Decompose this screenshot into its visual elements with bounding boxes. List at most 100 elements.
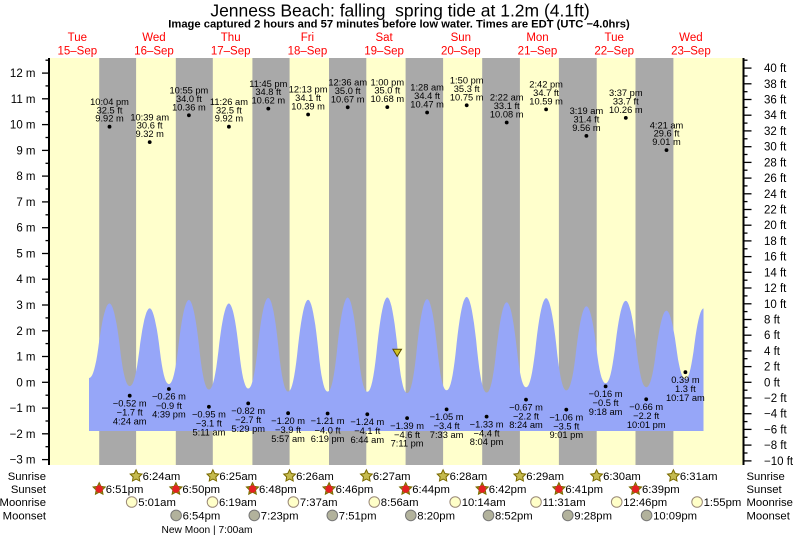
svg-text:1.3 ft: 1.3 ft	[675, 384, 696, 394]
svg-text:−1.21 m: −1.21 m	[311, 416, 345, 426]
svg-text:−0.16 m: −0.16 m	[589, 389, 623, 399]
svg-text:9.56 m: 9.56 m	[572, 123, 601, 133]
svg-text:6:46pm: 6:46pm	[336, 484, 374, 496]
svg-text:2:22 am: 2:22 am	[490, 93, 524, 103]
svg-text:6:27am: 6:27am	[373, 471, 411, 483]
svg-text:1:28 am: 1:28 am	[410, 83, 444, 93]
svg-text:2:42 pm: 2:42 pm	[529, 80, 563, 90]
svg-text:10:14am: 10:14am	[462, 497, 506, 509]
svg-text:Wed: Wed	[679, 32, 702, 44]
svg-text:−4.4 ft: −4.4 ft	[474, 428, 501, 438]
svg-text:−0.66 m: −0.66 m	[629, 402, 663, 412]
svg-text:−2 m: −2 m	[10, 429, 36, 441]
svg-text:1:00 pm: 1:00 pm	[371, 77, 405, 87]
svg-text:35.3 ft: 35.3 ft	[454, 84, 480, 94]
svg-text:30.6 ft: 30.6 ft	[137, 121, 163, 131]
svg-text:6:19 pm: 6:19 pm	[311, 434, 345, 444]
svg-text:31.4 ft: 31.4 ft	[573, 115, 599, 125]
svg-text:Wed: Wed	[142, 32, 165, 44]
svg-text:29.6 ft: 29.6 ft	[654, 129, 680, 139]
svg-text:−2 ft: −2 ft	[764, 393, 788, 405]
svg-text:10.67 m: 10.67 m	[331, 94, 365, 104]
svg-text:40 ft: 40 ft	[764, 63, 787, 75]
svg-text:6:24am: 6:24am	[143, 471, 181, 483]
svg-text:6:26am: 6:26am	[296, 471, 334, 483]
svg-text:−4 ft: −4 ft	[764, 409, 788, 421]
svg-text:22 ft: 22 ft	[764, 205, 787, 217]
svg-text:−10 ft: −10 ft	[764, 456, 793, 468]
svg-text:−1.24 m: −1.24 m	[350, 417, 384, 427]
svg-text:Image captured 2 hours and 57: Image captured 2 hours and 57 minutes be…	[168, 19, 630, 31]
svg-text:11:45 pm: 11:45 pm	[249, 79, 287, 89]
svg-text:10:04 pm: 10:04 pm	[90, 97, 129, 107]
svg-text:9.92 m: 9.92 m	[215, 114, 244, 124]
svg-text:10.59 m: 10.59 m	[529, 96, 563, 106]
svg-text:Sat: Sat	[375, 32, 393, 44]
svg-text:5:11 am: 5:11 am	[192, 427, 225, 437]
svg-text:6:28am: 6:28am	[450, 471, 488, 483]
svg-text:30 ft: 30 ft	[764, 142, 787, 154]
svg-text:12:36 am: 12:36 am	[328, 78, 367, 88]
svg-text:6:29am: 6:29am	[526, 471, 564, 483]
svg-text:−0.5 ft: −0.5 ft	[593, 398, 620, 408]
svg-text:−4.1 ft: −4.1 ft	[354, 426, 381, 436]
svg-text:28 ft: 28 ft	[764, 157, 787, 169]
svg-text:Fri: Fri	[301, 32, 314, 44]
svg-text:−0.52 m: −0.52 m	[113, 398, 147, 408]
svg-text:−4.6 ft: −4.6 ft	[394, 430, 421, 440]
svg-text:6:44 am: 6:44 am	[351, 435, 385, 445]
svg-text:−2.7 ft: −2.7 ft	[235, 415, 262, 425]
svg-text:24 ft: 24 ft	[764, 189, 787, 201]
svg-text:10.62 m: 10.62 m	[252, 96, 286, 106]
svg-text:34.1 ft: 34.1 ft	[295, 93, 321, 103]
svg-text:6:31am: 6:31am	[680, 471, 718, 483]
svg-text:−0.67 m: −0.67 m	[509, 402, 543, 412]
svg-text:−0.26 m: −0.26 m	[152, 392, 186, 402]
svg-text:−3 m: −3 m	[10, 455, 36, 467]
svg-text:6 ft: 6 ft	[764, 330, 781, 342]
svg-text:Sunrise: Sunrise	[8, 471, 46, 483]
svg-text:34.7 ft: 34.7 ft	[533, 88, 559, 98]
svg-text:10.47 m: 10.47 m	[410, 100, 444, 110]
svg-text:18 ft: 18 ft	[764, 236, 787, 248]
svg-text:4:39 pm: 4:39 pm	[152, 410, 186, 420]
svg-text:6:41pm: 6:41pm	[565, 484, 603, 496]
svg-text:Sunset: Sunset	[747, 484, 783, 496]
svg-text:10.36 m: 10.36 m	[172, 102, 206, 112]
svg-text:10.08 m: 10.08 m	[490, 110, 524, 120]
svg-text:10 m: 10 m	[10, 120, 36, 132]
svg-text:4 ft: 4 ft	[764, 346, 781, 358]
svg-text:8:04 pm: 8:04 pm	[470, 437, 504, 447]
svg-text:−8 ft: −8 ft	[764, 440, 788, 452]
svg-text:10:39 am: 10:39 am	[130, 112, 169, 122]
svg-text:−1.06 m: −1.06 m	[549, 412, 583, 422]
svg-text:5:29 pm: 5:29 pm	[231, 424, 265, 434]
svg-text:9.32 m: 9.32 m	[135, 129, 164, 139]
svg-text:−1.20 m: −1.20 m	[271, 416, 305, 426]
svg-text:6:48pm: 6:48pm	[259, 484, 297, 496]
svg-text:3 m: 3 m	[16, 300, 35, 312]
svg-text:5:01am: 5:01am	[138, 497, 176, 509]
svg-text:Sun: Sun	[451, 32, 471, 44]
svg-text:5:57 am: 5:57 am	[271, 434, 305, 444]
svg-text:8 ft: 8 ft	[764, 315, 781, 327]
svg-text:10:01 pm: 10:01 pm	[627, 420, 666, 430]
svg-text:16 ft: 16 ft	[764, 252, 787, 264]
svg-text:12:46pm: 12:46pm	[623, 497, 667, 509]
svg-text:6:54pm: 6:54pm	[183, 510, 221, 522]
svg-text:Thu: Thu	[221, 32, 241, 44]
svg-text:7:11 pm: 7:11 pm	[391, 439, 424, 449]
svg-text:4:21 am: 4:21 am	[650, 120, 684, 130]
svg-text:17–Sep: 17–Sep	[211, 46, 251, 58]
svg-text:1:55pm: 1:55pm	[704, 497, 742, 509]
svg-text:Sunrise: Sunrise	[747, 471, 785, 483]
svg-text:12:13 pm: 12:13 pm	[289, 85, 328, 95]
svg-text:2 ft: 2 ft	[764, 362, 781, 374]
svg-text:6 m: 6 m	[16, 223, 35, 235]
svg-text:23–Sep: 23–Sep	[671, 46, 711, 58]
svg-text:8:56am: 8:56am	[381, 497, 419, 509]
svg-text:7 m: 7 m	[16, 197, 35, 209]
svg-text:−3.5 ft: −3.5 ft	[553, 421, 580, 431]
svg-text:7:51pm: 7:51pm	[339, 510, 377, 522]
svg-text:34.4 ft: 34.4 ft	[414, 91, 440, 101]
